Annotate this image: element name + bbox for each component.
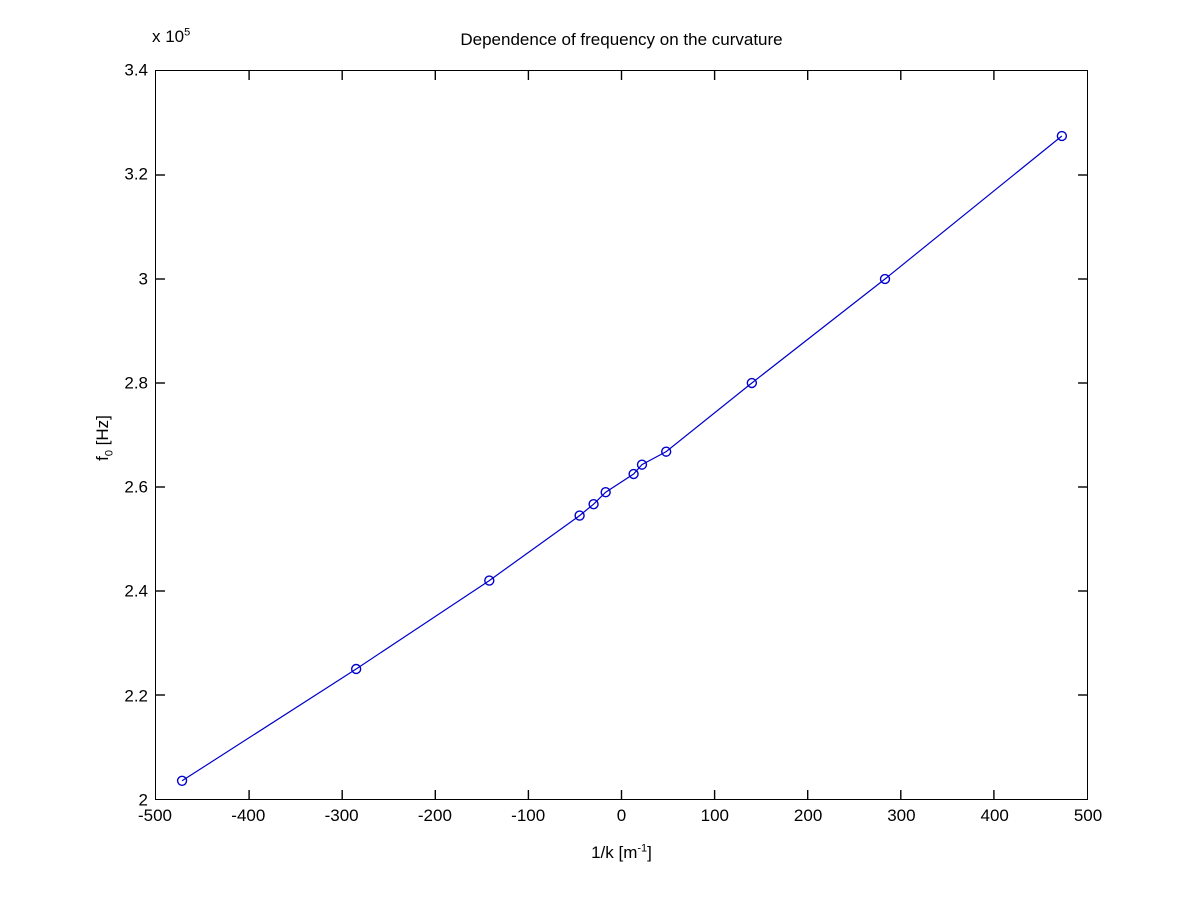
y-axis-title-tail: [Hz] xyxy=(93,415,112,451)
data-point-marker xyxy=(660,446,672,457)
data-point-marker xyxy=(350,663,362,675)
x-axis-tick-label: -500 xyxy=(137,806,173,825)
y-axis-tick-label: 3.2 xyxy=(124,164,148,184)
data-point-marker xyxy=(879,273,891,285)
y-axis-tick-label: 2.4 xyxy=(124,581,148,601)
data-point-marker xyxy=(746,377,758,389)
data-point-marker xyxy=(588,498,599,510)
x-axis-tick-label: 0 xyxy=(616,806,627,825)
data-point-marker xyxy=(574,510,585,521)
data-point-marker xyxy=(176,775,188,786)
x-axis-title-superscript: -1 xyxy=(637,842,648,855)
x-axis-tick-label: -200 xyxy=(417,806,452,825)
chart-title: Dependence of frequency on the curvature xyxy=(460,30,783,49)
y-axis-tick-label: 2 xyxy=(138,790,148,810)
x-axis-tick-labels: -500 -400 -300 -200 -100 0 100 200 300 400 500 xyxy=(138,806,1102,832)
y-axis-tick-label: 2.8 xyxy=(124,373,148,393)
y-axis-tick-label: 2.6 xyxy=(124,477,148,497)
plot-area xyxy=(155,70,1088,800)
y-axis-tick-label: 3 xyxy=(138,269,148,289)
x-axis-tick-label: -400 xyxy=(231,806,266,825)
x-axis-tick-label: -100 xyxy=(511,806,546,825)
y-axis-tick-labels: 2 2.2 2.4 2.6 2.8 3 3.2 3.4 xyxy=(40,62,148,809)
y-axis-exponent-prefix: x 10 xyxy=(152,27,185,46)
x-axis-title-base: 1/k [m xyxy=(591,843,638,862)
plot-svg xyxy=(156,71,1087,799)
x-axis-tick-label: -300 xyxy=(324,806,359,825)
y-axis-exponent-label: x 105 xyxy=(152,26,191,46)
x-axis-title: 1/k [m-1] xyxy=(155,843,1088,863)
data-series-line xyxy=(181,135,1063,782)
y-axis-title-base: f xyxy=(93,456,112,461)
x-axis-tick-label: 500 xyxy=(1073,806,1103,825)
y-axis-tick-label: 3.4 xyxy=(124,60,148,80)
data-point-marker xyxy=(628,468,639,480)
y-axis-title: f0 [Hz] xyxy=(93,0,116,888)
data-point-marker xyxy=(600,487,611,498)
x-axis-tick-label: 300 xyxy=(887,806,916,825)
x-axis-tick-label: 100 xyxy=(700,806,729,825)
x-axis-tick-label: 400 xyxy=(980,806,1009,825)
y-axis-exponent-power: 5 xyxy=(184,26,191,39)
y-axis-tick-label: 2.2 xyxy=(124,686,148,706)
data-point-marker xyxy=(484,575,495,586)
y-axis-title-subscript: 0 xyxy=(103,450,116,457)
data-point-marker xyxy=(1056,130,1068,142)
x-axis-tick-label: 200 xyxy=(793,806,823,825)
data-point-marker xyxy=(636,459,648,470)
x-axis-title-tail: ] xyxy=(647,843,652,862)
